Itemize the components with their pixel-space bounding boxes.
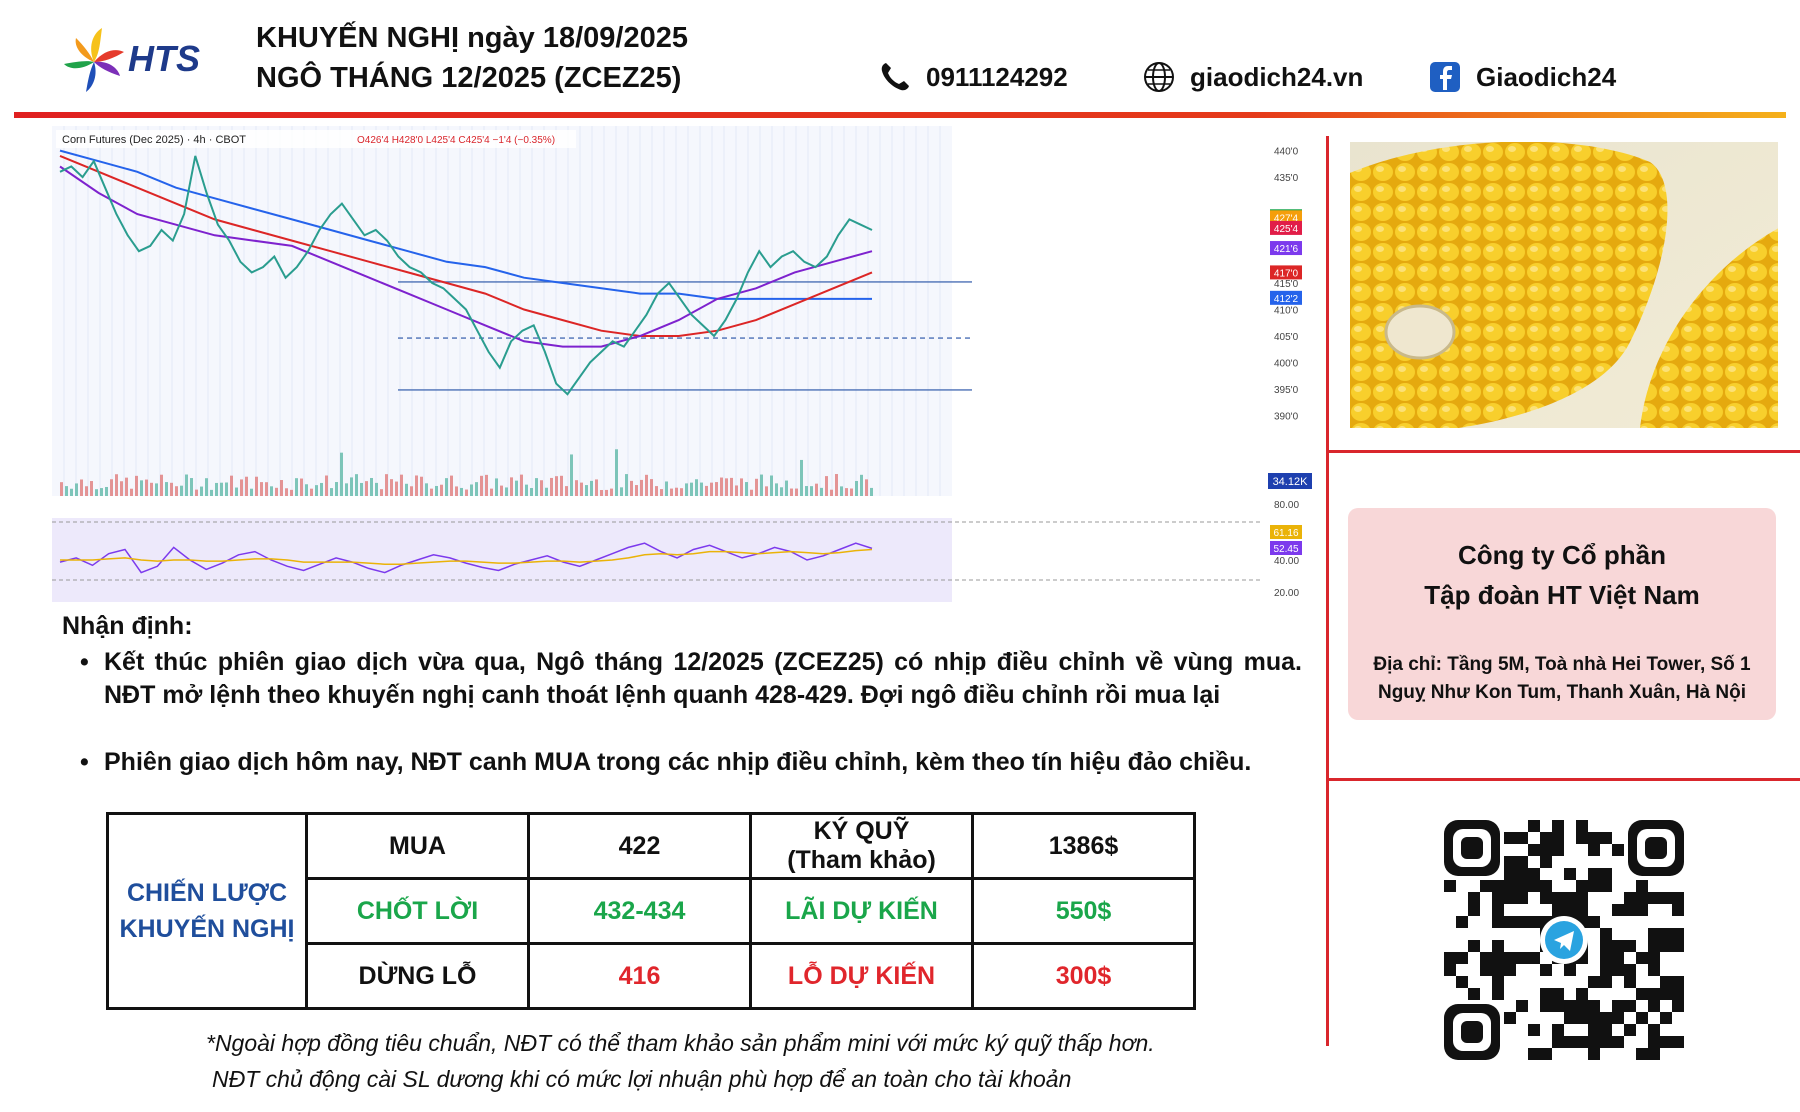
moving-average-line-2 xyxy=(59,154,873,337)
rsi-tick-label: 40.00 xyxy=(1274,556,1299,567)
margin-sublabel: (Tham khảo) xyxy=(787,846,936,874)
website-text[interactable]: giaodich24.vn xyxy=(1190,61,1364,92)
contact-facebook: Giaodich24 xyxy=(1428,60,1616,94)
take-profit-label: CHỐT LỜI xyxy=(305,877,530,945)
expected-profit-label: LÃI DỰ KIẾN xyxy=(749,877,974,945)
company-address-line1: Địa chỉ: Tầng 5M, Toà nhà Hei Tower, Số … xyxy=(1373,654,1751,675)
strategy-label-line1: CHIẾN LƯỢC xyxy=(126,879,288,907)
analysis-bullet-1: • Kết thúc phiên giao dịch vừa qua, Ngô … xyxy=(80,646,1302,712)
y-tick-label: 405'0 xyxy=(1274,332,1299,343)
y-tick-label: 440'0 xyxy=(1274,147,1299,158)
ohlc-label: O426'4 H428'0 L425'4 C425'4 −1'4 (−0.35%… xyxy=(357,135,555,146)
phone-number: 0911124292 xyxy=(926,61,1068,92)
strategy-label-line2: KHUYẾN NGHỊ xyxy=(119,915,295,943)
table-row: CHỐT LỜI 432-434 LÃI DỰ KIẾN 550$ xyxy=(108,877,1196,945)
footnote-1: *Ngoài hợp đồng tiêu chuẩn, NĐT có thể t… xyxy=(206,1030,1155,1056)
analysis-heading: Nhận định: xyxy=(62,612,193,640)
company-name-line2: Tập đoàn HT Việt Nam xyxy=(1424,580,1700,610)
corn-image-icon xyxy=(1330,141,1790,435)
rsi-value-label-bg xyxy=(1270,541,1302,555)
right-column-divider xyxy=(1326,136,1329,1046)
header-divider xyxy=(14,112,1786,118)
hts-logo-mark-icon xyxy=(64,28,124,92)
report-title: KHUYẾN NGHỊ ngày 18/09/2025 xyxy=(256,22,688,54)
analysis-bullet-2: • Phiên giao dịch hôm nay, NĐT canh MUA … xyxy=(80,746,1302,779)
margin-label-cell: KÝ QUỸ (Tham khảo) xyxy=(749,812,974,880)
company-info-box: Công ty Cổ phần Tập đoàn HT Việt Nam Địa… xyxy=(1348,508,1776,720)
close-price-line xyxy=(59,155,873,396)
price-label: 417'0 xyxy=(1274,268,1299,279)
stop-loss-value: 416 xyxy=(527,942,752,1010)
volume-label: 34.12K xyxy=(1273,476,1309,488)
rsi-line xyxy=(59,542,873,574)
y-tick-label: 400'0 xyxy=(1274,358,1299,369)
phone-icon xyxy=(881,63,909,91)
analysis-bullet-2-text: Phiên giao dịch hôm nay, NĐT canh MUA tr… xyxy=(104,748,1252,776)
price-label: 412'2 xyxy=(1274,294,1299,305)
rsi-tick-label: 20.00 xyxy=(1274,588,1299,599)
footnote-2: NĐT chủ động cài SL dương khi có mức lợi… xyxy=(212,1066,1072,1092)
y-tick-label: 415'0 xyxy=(1274,279,1299,290)
rsi-value-label: 52.45 xyxy=(1273,544,1298,555)
contact-website: giaodich24.vn xyxy=(1142,60,1363,94)
facebook-icon xyxy=(1430,62,1460,92)
table-row: CHIẾN LƯỢC KHUYẾN NGHỊ MUA 422 KÝ QUỸ (T… xyxy=(106,812,1196,1010)
price-label-bg xyxy=(1270,210,1302,225)
rsi-value-label: 61.16 xyxy=(1273,528,1298,539)
price-label-bg xyxy=(1270,220,1302,235)
price-label-bg xyxy=(1270,265,1302,280)
logo-text: HTS xyxy=(128,38,200,79)
price-chart-svg: 440'0 435'0 415'0 410'0 405'0 400'0 395'0 390'0… xyxy=(52,126,1314,602)
price-label: 425'4 xyxy=(1274,224,1299,235)
take-profit-value: 432-434 xyxy=(527,877,752,945)
table-row: DỪNG LỖ 416 LỖ DỰ KIẾN 300$ xyxy=(108,942,1196,1010)
contact-phone: 0911124292 xyxy=(878,60,1068,94)
telegram-qr-code[interactable] xyxy=(1444,820,1684,1060)
y-tick-label: 435'0 xyxy=(1274,173,1299,184)
hts-logo xyxy=(60,22,210,98)
facebook-text[interactable]: Giaodich24 xyxy=(1476,61,1617,92)
company-name-line1: Công ty Cổ phần xyxy=(1458,540,1666,570)
margin-label: KÝ QUỸ xyxy=(813,817,910,845)
price-label-bg xyxy=(1270,290,1302,305)
chart-title: Corn Futures (Dec 2025) · 4h · CBOT xyxy=(62,134,246,146)
qr-code-icon xyxy=(1444,820,1684,1060)
margin-value: 1386$ xyxy=(971,812,1196,880)
y-tick-label: 395'0 xyxy=(1274,385,1299,396)
rsi-tick-label: 80.00 xyxy=(1274,500,1299,511)
moving-average-line-3 xyxy=(59,165,873,348)
stop-loss-label: DỪNG LỖ xyxy=(305,942,530,1010)
y-tick-label: 410'0 xyxy=(1274,305,1299,316)
buy-price: 422 xyxy=(527,812,752,880)
corn-photo xyxy=(1330,141,1790,435)
report-subtitle: NGÔ THÁNG 12/2025 (ZCEZ25) xyxy=(256,62,682,94)
strategy-label-cell: CHIẾN LƯỢC KHUYẾN NGHỊ xyxy=(106,812,308,1010)
strategy-table: CHIẾN LƯỢC KHUYẾN NGHỊ MUA 422 KÝ QUỸ (T… xyxy=(106,812,1196,1010)
price-chart: 440'0 435'0 415'0 410'0 405'0 400'0 395'0 390'0… xyxy=(52,126,1314,602)
analysis-bullet-1-text: Kết thúc phiên giao dịch vừa qua, Ngô th… xyxy=(104,648,1302,709)
volume-label-bg xyxy=(1268,473,1312,489)
expected-loss-label: LỖ DỰ KIẾN xyxy=(749,942,974,1010)
rsi-average-line xyxy=(60,548,873,565)
buy-label: MUA xyxy=(305,812,530,880)
expected-profit-value: 550$ xyxy=(971,877,1196,945)
rsi-value-label-bg xyxy=(1270,525,1302,539)
y-tick-label: 390'0 xyxy=(1274,411,1299,422)
price-label-bg xyxy=(1270,241,1302,256)
globe-icon xyxy=(1144,62,1174,92)
expected-loss-value: 300$ xyxy=(971,942,1196,1010)
right-divider-1 xyxy=(1326,450,1800,453)
company-address-line2: Nguỵ Như Kon Tum, Thanh Xuân, Hà Nội xyxy=(1377,682,1747,703)
right-divider-2 xyxy=(1326,778,1800,781)
price-label: 421'6 xyxy=(1274,244,1299,255)
price-label: 427'4 xyxy=(1274,213,1299,224)
